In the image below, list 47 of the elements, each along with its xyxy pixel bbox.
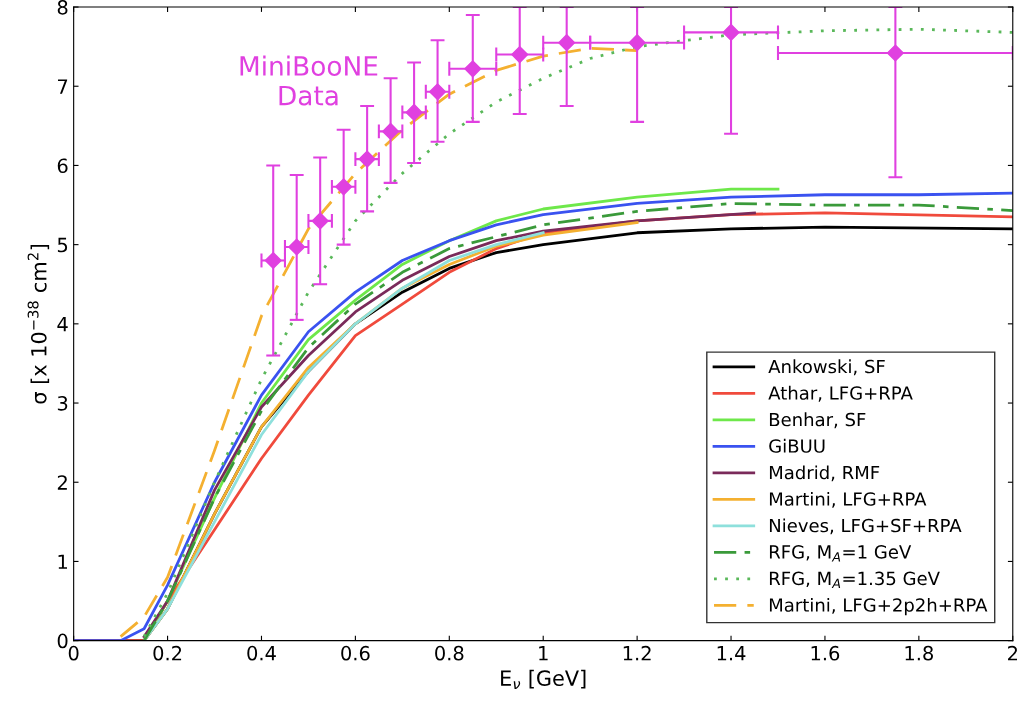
legend-label: Madrid, RMF — [769, 465, 880, 482]
point — [405, 103, 423, 121]
point — [722, 23, 740, 41]
point — [264, 251, 282, 270]
legend-label: GiBUU — [769, 438, 825, 453]
x-tick-label: 1.4 — [717, 646, 746, 661]
point — [335, 178, 353, 196]
annotation: MiniBooNE Data — [240, 55, 378, 106]
y-tick-label: 5 — [57, 237, 68, 253]
point — [288, 238, 306, 256]
legend-label: Athar, LFG+RPA — [768, 385, 913, 402]
x-tick-label: 1.6 — [811, 645, 840, 661]
x-tick-label: 2 — [1008, 645, 1018, 661]
legend-label: Ankowski, SF — [768, 359, 885, 376]
y-tick-label: 7 — [58, 79, 68, 94]
point — [311, 212, 329, 230]
x-tick-label: 1 — [539, 646, 548, 661]
point — [511, 46, 529, 64]
x-axis-title: E$_{ν}$ [GeV] — [501, 669, 586, 690]
y-axis-title: σ [x 10$^{−38}$ cm$^{2}$] — [27, 244, 50, 404]
legend-label: Nieves, LFG+SF+RPA — [769, 518, 962, 535]
x-tick-label: 1.2 — [623, 645, 651, 661]
point — [382, 122, 400, 140]
point — [886, 44, 904, 62]
y-tick-label: 0 — [57, 633, 68, 649]
x-tick-label: 0 — [68, 645, 79, 661]
y-tick-label: 1 — [58, 554, 67, 569]
point — [358, 150, 376, 168]
point — [464, 60, 482, 78]
x-tick-label: 0.6 — [341, 645, 370, 661]
y-tick-label: 8 — [57, 0, 68, 15]
legend-label: Benhar, SF — [769, 412, 866, 429]
legend-label: RFG, M$_{A}$=1 GeV — [769, 545, 912, 562]
y-tick-label: 2 — [57, 475, 67, 490]
x-tick-label: 0.8 — [435, 645, 464, 661]
point — [558, 34, 576, 52]
legend-label: RFG, M$_{A}$=1.35 GeV — [769, 571, 940, 588]
legend-label: Martini, LFG+2p2h+RPA — [769, 597, 988, 616]
legend-label: Martini, LFG+RPA — [769, 491, 927, 508]
x-tick-label: 1.8 — [905, 645, 933, 661]
y-tick-label: 3 — [57, 396, 68, 411]
y-tick-label: 6 — [57, 158, 68, 174]
x-tick-label: 0.4 — [247, 645, 276, 661]
y-tick-label: 4 — [57, 317, 68, 332]
x-tick-label: 0.2 — [153, 645, 182, 661]
point — [628, 34, 646, 52]
point — [429, 83, 447, 101]
